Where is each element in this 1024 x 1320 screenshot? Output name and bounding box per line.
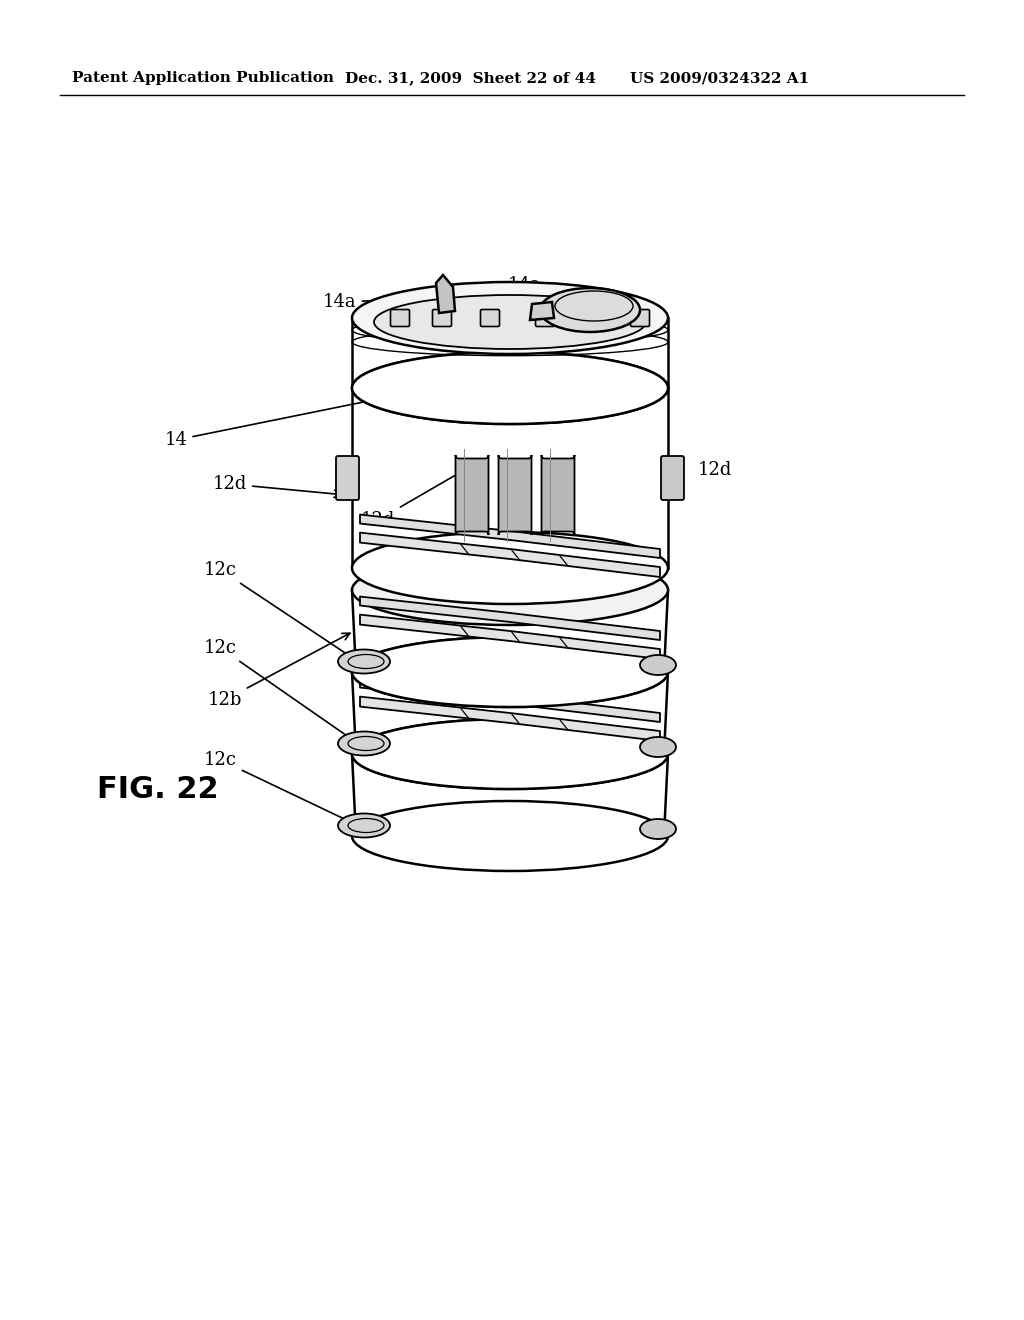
Polygon shape <box>360 615 660 659</box>
Ellipse shape <box>640 818 676 840</box>
Text: 12c: 12c <box>204 639 354 741</box>
Polygon shape <box>360 678 660 722</box>
Text: 14a: 14a <box>508 276 595 300</box>
FancyBboxPatch shape <box>336 455 359 500</box>
Ellipse shape <box>352 352 668 424</box>
Polygon shape <box>360 532 660 577</box>
FancyBboxPatch shape <box>432 309 452 326</box>
Polygon shape <box>360 697 660 741</box>
Ellipse shape <box>352 554 668 624</box>
Text: 12d: 12d <box>360 461 481 529</box>
Polygon shape <box>360 515 660 558</box>
Text: 14a: 14a <box>324 293 436 312</box>
Text: 12d: 12d <box>698 461 732 479</box>
Ellipse shape <box>640 655 676 675</box>
FancyBboxPatch shape <box>390 309 410 326</box>
Text: FIG. 22: FIG. 22 <box>97 776 219 804</box>
Text: 12c: 12c <box>204 751 354 824</box>
Ellipse shape <box>352 352 668 424</box>
Ellipse shape <box>352 532 668 605</box>
Text: 12c: 12c <box>204 561 354 659</box>
Polygon shape <box>530 302 554 319</box>
FancyBboxPatch shape <box>662 455 684 500</box>
Text: 12d: 12d <box>213 475 341 498</box>
Text: Dec. 31, 2009  Sheet 22 of 44: Dec. 31, 2009 Sheet 22 of 44 <box>345 71 596 84</box>
Ellipse shape <box>338 731 390 755</box>
FancyBboxPatch shape <box>542 455 574 535</box>
Ellipse shape <box>338 649 390 673</box>
Polygon shape <box>360 597 660 640</box>
Text: 12b: 12b <box>208 634 350 709</box>
FancyBboxPatch shape <box>589 309 607 326</box>
Ellipse shape <box>338 813 390 837</box>
Text: US 2009/0324322 A1: US 2009/0324322 A1 <box>630 71 809 84</box>
Ellipse shape <box>540 288 640 333</box>
FancyBboxPatch shape <box>499 455 531 535</box>
Ellipse shape <box>352 638 668 708</box>
FancyBboxPatch shape <box>631 309 649 326</box>
Ellipse shape <box>352 719 668 789</box>
Ellipse shape <box>352 801 668 871</box>
Polygon shape <box>436 275 455 313</box>
FancyBboxPatch shape <box>480 309 500 326</box>
Ellipse shape <box>640 737 676 756</box>
Ellipse shape <box>352 282 668 354</box>
Text: 14: 14 <box>165 393 393 449</box>
Ellipse shape <box>352 719 668 789</box>
FancyBboxPatch shape <box>536 309 555 326</box>
Ellipse shape <box>374 294 646 348</box>
Text: Patent Application Publication: Patent Application Publication <box>72 71 334 84</box>
Ellipse shape <box>352 638 668 708</box>
FancyBboxPatch shape <box>456 455 488 535</box>
